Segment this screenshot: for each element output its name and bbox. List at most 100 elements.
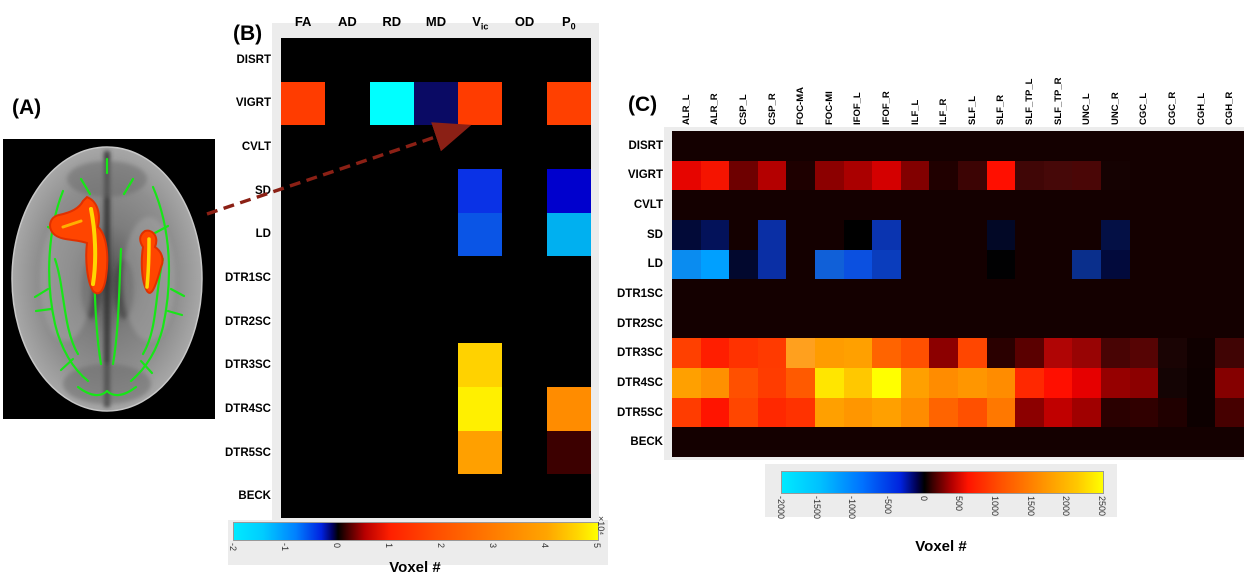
heatmap-cell xyxy=(900,131,930,161)
heatmap-cell xyxy=(1101,338,1130,369)
heatmap-cell xyxy=(458,430,503,475)
heatmap-cell xyxy=(1072,249,1101,280)
colorbar-tick-label: 4 xyxy=(540,543,550,549)
heatmap-cell xyxy=(843,368,873,398)
heatmap-cell xyxy=(700,397,730,428)
colorbar-exponent-label: ×10⁴ xyxy=(596,516,606,536)
heatmap-cell xyxy=(413,168,459,213)
heatmap-cell xyxy=(872,131,901,161)
heatmap-cell xyxy=(900,219,930,250)
heatmap-cell xyxy=(502,256,547,300)
heatmap-cell xyxy=(281,430,326,475)
heatmap-cell xyxy=(369,81,414,126)
heatmap-cell xyxy=(1215,308,1244,339)
heatmap-cell xyxy=(325,430,370,475)
heatmap-cell xyxy=(815,427,844,457)
activation-cluster-right xyxy=(139,229,164,294)
heatmap-cell xyxy=(700,368,730,398)
heatmap-cell xyxy=(729,160,758,191)
heatmap-cell xyxy=(757,249,787,280)
heatmap-cell xyxy=(757,219,787,250)
heatmap-cell xyxy=(1215,219,1244,250)
heatmap-cell xyxy=(729,131,758,161)
heatmap-cell xyxy=(458,299,503,344)
heatmap-cell xyxy=(1043,219,1073,250)
heatmap-cell xyxy=(1101,131,1130,161)
heatmap-cell xyxy=(786,368,815,398)
heatmap-cell xyxy=(986,160,1016,191)
col-label-slf_l: SLF_L xyxy=(966,95,978,125)
heatmap-cell xyxy=(672,308,701,339)
heatmap-cell xyxy=(1186,308,1216,339)
heatmap-cell xyxy=(1101,160,1130,191)
heatmap-grid xyxy=(672,131,1244,457)
heatmap-cell xyxy=(1158,160,1187,191)
heatmap-cell xyxy=(843,160,873,191)
heatmap-cell xyxy=(786,279,815,309)
heatmap-cell xyxy=(929,338,958,369)
heatmap-cell xyxy=(1072,427,1101,457)
heatmap-cell xyxy=(413,430,459,475)
row-label-sd: SD xyxy=(647,228,663,241)
heatmap-cell xyxy=(872,397,901,428)
heatmap-cell xyxy=(546,125,591,169)
colorbar-tick-label: -1500 xyxy=(811,496,822,520)
heatmap-cell xyxy=(502,299,547,344)
heatmap-cell xyxy=(546,168,591,213)
heatmap-cell xyxy=(502,343,547,388)
heatmap-cell xyxy=(1186,131,1216,161)
heatmap-cell xyxy=(1101,190,1130,220)
heatmap-cell xyxy=(1186,338,1216,369)
heatmap-cell xyxy=(413,38,459,82)
heatmap-cell xyxy=(281,299,326,344)
colorbar-tick-label: 0 xyxy=(332,543,342,549)
heatmap-cell xyxy=(986,308,1016,339)
heatmap-cell xyxy=(1129,427,1159,457)
heatmap-cell xyxy=(325,387,370,431)
heatmap-cell xyxy=(786,338,815,369)
heatmap-cell xyxy=(900,308,930,339)
heatmap-cell xyxy=(502,430,547,475)
heatmap-cell xyxy=(325,299,370,344)
col-label-vic: Vic xyxy=(472,14,489,32)
heatmap-cell xyxy=(1158,131,1187,161)
heatmap-cell xyxy=(815,131,844,161)
heatmap-cell xyxy=(458,125,503,169)
green-tract-skeleton xyxy=(33,157,186,397)
colorbar xyxy=(233,522,599,541)
col-label-csp_r: CSP_R xyxy=(766,93,778,125)
heatmap-cell xyxy=(1072,131,1101,161)
heatmap-cell xyxy=(1186,368,1216,398)
heatmap-cell xyxy=(872,338,901,369)
heatmap-cell xyxy=(1158,368,1187,398)
heatmap-cell xyxy=(929,249,958,280)
heatmap-cell xyxy=(786,249,815,280)
heatmap-cell xyxy=(843,190,873,220)
col-label-md: MD xyxy=(425,14,447,29)
row-label-dtr4sc: DTR4SC xyxy=(224,402,271,415)
heatmap-cell xyxy=(369,474,414,518)
heatmap-cell xyxy=(729,427,758,457)
colorbar-tick-label: -2000 xyxy=(776,496,786,520)
col-label-cgc_r: CGC_R xyxy=(1167,91,1178,125)
heatmap-cell xyxy=(546,299,591,344)
heatmap-cell xyxy=(1015,279,1044,309)
row-label-dtr1sc: DTR1SC xyxy=(224,272,271,284)
heatmap-cell xyxy=(786,190,815,220)
heatmap-cell xyxy=(1043,249,1073,280)
heatmap-cell xyxy=(672,279,701,309)
heatmap-cell xyxy=(1015,249,1044,280)
heatmap-cell xyxy=(458,168,503,213)
heatmap-cell xyxy=(929,308,958,339)
heatmap-cell xyxy=(958,131,987,161)
heatmap-cell xyxy=(672,338,701,369)
heatmap-cell xyxy=(1072,190,1101,220)
col-label-foc-mi: FOC-MI xyxy=(823,91,835,125)
heatmap-cell xyxy=(958,308,987,339)
heatmap-cell xyxy=(1043,368,1073,398)
heatmap-cell xyxy=(369,38,414,82)
heatmap-cell xyxy=(546,430,591,475)
heatmap-cell xyxy=(872,249,901,280)
heatmap-cell xyxy=(672,427,701,457)
heatmap-cell xyxy=(1101,368,1130,398)
